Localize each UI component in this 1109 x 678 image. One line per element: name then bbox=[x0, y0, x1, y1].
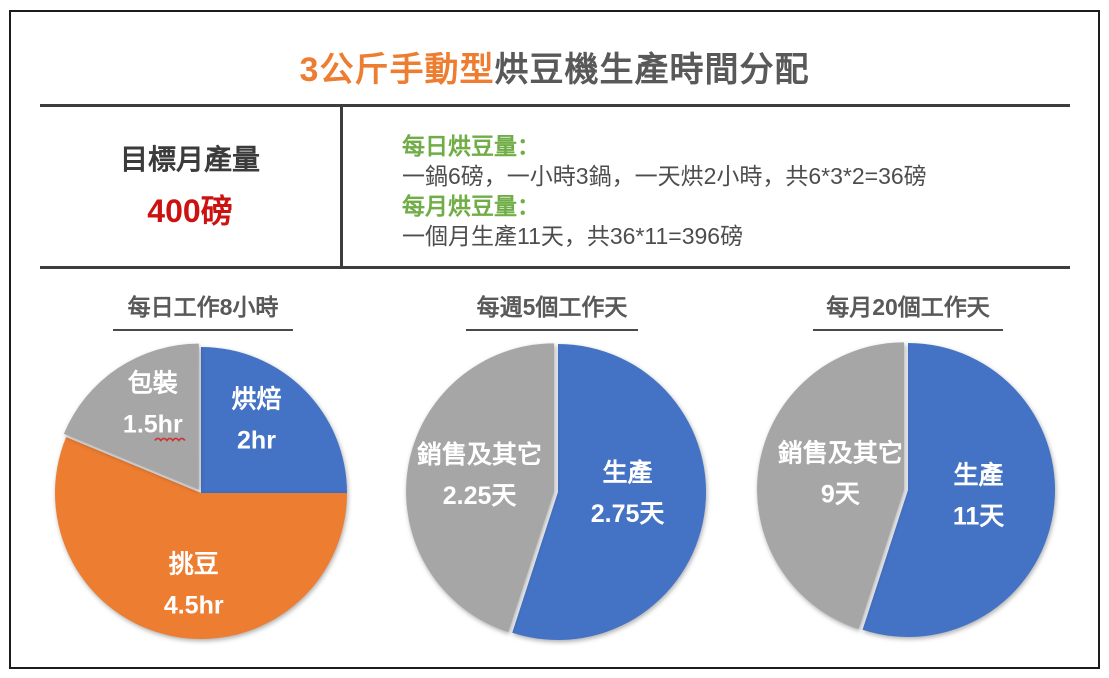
pie3-slice-label-0: 生產 11天 bbox=[953, 460, 1004, 530]
target-label: 目標月產量 bbox=[119, 144, 260, 175]
pie2-slice-label-0: 生產 2.75天 bbox=[591, 458, 665, 528]
production-notes: 每日烘豆量： 一鍋6磅，一小時3鍋，一天烘2小時，共6*3*2=36磅 每月烘豆… bbox=[402, 131, 1072, 251]
pie3-slice-1 bbox=[757, 342, 905, 630]
monthly-roast-text: 一個月生產11天，共36*11=396磅 bbox=[402, 223, 744, 249]
title-divider-line bbox=[40, 104, 1070, 107]
pie1-slice-0 bbox=[201, 347, 347, 493]
pie1-slice-label-0: 烘焙 2hr bbox=[231, 385, 281, 455]
pie-heading-daily: 每日工作8小時 bbox=[113, 288, 293, 331]
pie1-slice-label-1: 挑豆 4.5hr bbox=[164, 551, 224, 620]
pie-heading-weekly: 每週5個工作天 bbox=[466, 288, 638, 331]
pie1-slice-2 bbox=[63, 343, 199, 490]
spellcheck-squiggle bbox=[154, 437, 186, 442]
target-value: 400磅 bbox=[147, 193, 233, 229]
page-title-rest: 烘豆機生產時間分配 bbox=[494, 51, 810, 89]
pie2-slice-label-1: 銷售及其它 2.25天 bbox=[417, 440, 542, 510]
target-box: 目標月產量 400磅 bbox=[40, 104, 340, 266]
monthly-roast-label: 每月烘豆量： bbox=[402, 193, 540, 219]
page-title-highlight: 3公斤手動型 bbox=[299, 51, 495, 89]
vertical-divider-line bbox=[340, 104, 343, 267]
pie3-slice-0 bbox=[862, 343, 1055, 637]
page-title: 3公斤手動型烘豆機生產時間分配 bbox=[0, 42, 1109, 91]
pie1-slice-label-2: 包裝 1.5hr bbox=[123, 368, 183, 438]
pie3-slice-label-1: 銷售及其它 9天 bbox=[778, 438, 903, 508]
info-divider-line bbox=[40, 266, 1070, 269]
daily-roast-text: 一鍋6磅，一小時3鍋，一天烘2小時，共6*3*2=36磅 bbox=[402, 163, 927, 189]
pie1-slice-1 bbox=[54, 437, 347, 640]
pie2-slice-1 bbox=[406, 343, 555, 633]
pie-heading-monthly: 每月20個工作天 bbox=[813, 288, 1003, 331]
pie-chart-daily: 烘焙 2hr 挑豆 4.5hr 包裝 1.5hr bbox=[54, 343, 347, 640]
pie2-slice-0 bbox=[512, 344, 706, 640]
daily-roast-label: 每日烘豆量： bbox=[402, 133, 540, 159]
